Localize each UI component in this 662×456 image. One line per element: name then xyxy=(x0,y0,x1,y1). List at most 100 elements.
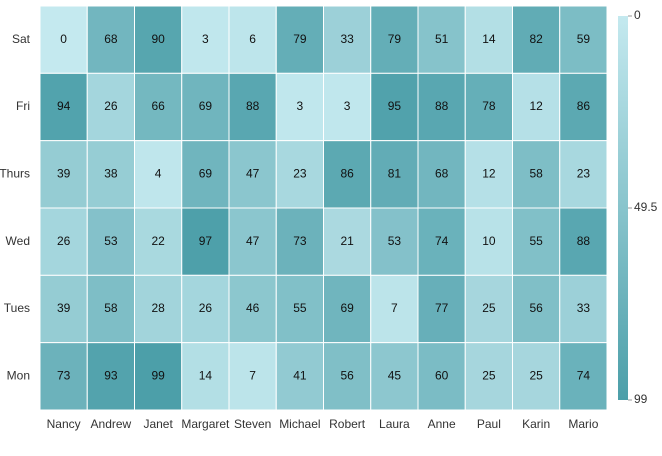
heatmap-cell xyxy=(417,207,466,276)
cell-label: 78 xyxy=(482,99,496,113)
cell-label: 12 xyxy=(529,99,543,113)
cell-label: 41 xyxy=(293,369,307,383)
cell-label: 68 xyxy=(104,32,118,46)
cell-label: 56 xyxy=(340,369,354,383)
cell-label: 88 xyxy=(577,234,591,248)
cell-label: 25 xyxy=(529,369,543,383)
cell-label: 86 xyxy=(577,99,591,113)
colorbar-tick-label: 99 xyxy=(634,392,648,406)
heatmap-cell xyxy=(39,207,88,276)
cell-label: 55 xyxy=(529,234,543,248)
cell-label: 74 xyxy=(435,234,449,248)
cell-label: 69 xyxy=(199,99,213,113)
cell-label: 59 xyxy=(577,32,591,46)
heatmap-cell xyxy=(464,207,513,276)
cell-label: 26 xyxy=(104,99,118,113)
cell-label: 45 xyxy=(388,369,402,383)
cell-label: 53 xyxy=(104,234,118,248)
cell-label: 58 xyxy=(104,301,118,315)
x-tick-label: Margaret xyxy=(181,417,230,431)
cell-label: 79 xyxy=(293,32,307,46)
heatmap-cell xyxy=(417,342,466,411)
heatmap-cell xyxy=(228,72,277,142)
cell-label: 47 xyxy=(246,167,260,181)
cell-label: 14 xyxy=(482,32,496,46)
heatmap-cell xyxy=(323,274,372,344)
heatmap-cell xyxy=(134,207,183,276)
cell-label: 74 xyxy=(577,369,591,383)
heatmap-cell xyxy=(464,72,513,142)
cell-label: 86 xyxy=(340,167,354,181)
heatmap-cell xyxy=(559,72,608,142)
cell-label: 55 xyxy=(293,301,307,315)
heatmap-cell xyxy=(417,72,466,142)
cell-label: 22 xyxy=(151,234,165,248)
cell-label: 3 xyxy=(202,32,209,46)
cell-label: 73 xyxy=(57,369,71,383)
cell-label: 38 xyxy=(104,167,118,181)
cell-label: 14 xyxy=(199,369,213,383)
heatmap-cell xyxy=(228,140,277,209)
heatmap-cell xyxy=(86,274,135,344)
heatmap-cell xyxy=(370,72,419,142)
x-tick-label: Robert xyxy=(329,417,366,431)
cell-label: 21 xyxy=(340,234,354,248)
cell-label: 88 xyxy=(435,99,449,113)
heatmap-cell xyxy=(275,5,324,74)
cell-label: 99 xyxy=(151,369,165,383)
cell-label: 25 xyxy=(482,369,496,383)
heatmap-cell xyxy=(559,342,608,411)
cell-label: 6 xyxy=(249,32,256,46)
y-tick-label: Sat xyxy=(12,32,31,46)
heatmap-cell xyxy=(464,5,513,74)
heatmap-cell xyxy=(512,274,561,344)
heatmap-cell xyxy=(134,140,183,209)
x-tick-label: Nancy xyxy=(47,417,81,431)
heatmap-cell xyxy=(181,140,230,209)
heatmap-cell xyxy=(559,140,608,209)
cell-label: 56 xyxy=(529,301,543,315)
heatmap-cell xyxy=(39,274,88,344)
x-tick-label: Paul xyxy=(477,417,501,431)
heatmap-cell xyxy=(275,342,324,411)
cell-label: 66 xyxy=(151,99,165,113)
heatmap-cell xyxy=(86,342,135,411)
cell-label: 69 xyxy=(199,167,213,181)
heatmap-cell xyxy=(86,5,135,74)
x-tick-label: Anne xyxy=(428,417,456,431)
heatmap-cell xyxy=(39,5,88,74)
heatmap-cell xyxy=(323,207,372,276)
cell-label: 39 xyxy=(57,167,71,181)
y-tick-label: Thurs xyxy=(0,167,30,181)
cell-label: 95 xyxy=(388,99,402,113)
x-tick-label: Janet xyxy=(143,417,173,431)
heatmap-cell xyxy=(86,72,135,142)
x-tick-label: Steven xyxy=(234,417,271,431)
cell-label: 0 xyxy=(60,32,67,46)
cell-label: 81 xyxy=(388,167,402,181)
heatmap-cell xyxy=(181,72,230,142)
cell-label: 7 xyxy=(249,369,256,383)
heatmap-cell xyxy=(134,274,183,344)
cell-label: 3 xyxy=(344,99,351,113)
cell-label: 88 xyxy=(246,99,260,113)
colorbar-tick-label: 49.5 xyxy=(634,200,658,214)
cell-label: 53 xyxy=(388,234,402,248)
cell-label: 26 xyxy=(57,234,71,248)
y-tick-label: Tues xyxy=(4,301,30,315)
cell-label: 23 xyxy=(293,167,307,181)
cell-label: 33 xyxy=(577,301,591,315)
x-tick-label: Laura xyxy=(379,417,410,431)
cell-label: 4 xyxy=(155,167,162,181)
heatmap-cell xyxy=(275,274,324,344)
cell-label: 69 xyxy=(340,301,354,315)
cell-label: 10 xyxy=(482,234,496,248)
cell-label: 26 xyxy=(199,301,213,315)
cell-label: 12 xyxy=(482,167,496,181)
cell-label: 3 xyxy=(297,99,304,113)
cell-label: 25 xyxy=(482,301,496,315)
heatmap-cell xyxy=(134,5,183,74)
heatmap-cell xyxy=(275,207,324,276)
cell-label: 94 xyxy=(57,99,71,113)
